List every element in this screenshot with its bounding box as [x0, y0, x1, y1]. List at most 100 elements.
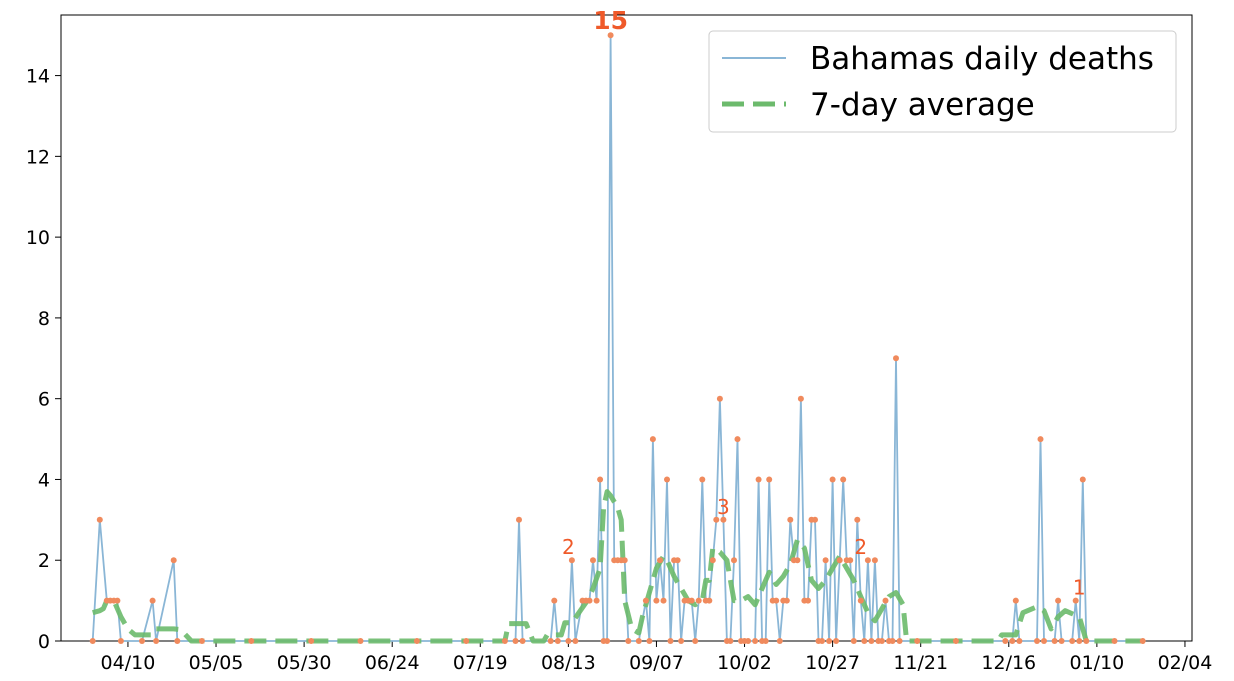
daily-deaths-point: [1055, 597, 1062, 604]
daily-deaths-point: [664, 476, 670, 483]
daily-deaths-point: [776, 638, 783, 644]
daily-deaths-point: [1076, 638, 1083, 644]
x-tick-label: 12/16: [981, 652, 1036, 674]
daily-deaths-point: [1139, 638, 1146, 644]
daily-deaths-point: [554, 638, 561, 644]
daily-deaths-point: [727, 638, 734, 644]
daily-deaths-point: [861, 638, 868, 644]
daily-deaths-point: [174, 638, 181, 644]
daily-deaths-point: [692, 638, 699, 644]
daily-deaths-point: [1041, 638, 1047, 644]
daily-deaths-point: [1016, 638, 1023, 644]
daily-deaths-point: [308, 638, 315, 644]
daily-deaths-point: [646, 638, 653, 644]
daily-deaths-point: [914, 638, 921, 644]
daily-deaths-point: [1012, 597, 1019, 604]
daily-deaths-point: [836, 557, 843, 564]
x-tick-label: 10/02: [717, 652, 772, 674]
daily-deaths-point: [572, 638, 579, 644]
daily-deaths-point: [597, 476, 604, 483]
legend-daily-label: Bahamas daily deaths: [810, 41, 1154, 77]
annotation-label: 1: [1073, 576, 1086, 600]
daily-deaths-point: [678, 638, 685, 644]
daily-deaths-point: [826, 638, 833, 644]
x-tick-label: 07/19: [453, 652, 508, 674]
daily-deaths-point: [716, 395, 723, 402]
annotation-label: 15: [593, 6, 628, 35]
daily-deaths-point: [773, 597, 780, 604]
daily-deaths-point: [149, 597, 156, 604]
daily-deaths-point: [139, 638, 145, 644]
daily-deaths-point: [667, 638, 674, 644]
daily-deaths-point: [96, 516, 103, 523]
legend-box: [708, 30, 1177, 133]
daily-deaths-point: [720, 516, 727, 523]
daily-deaths-point: [713, 516, 720, 523]
daily-deaths-point: [657, 557, 663, 564]
legend-average-label: 7-day average: [810, 87, 1035, 123]
daily-deaths-point: [706, 597, 713, 604]
x-tick-label: 09/07: [629, 652, 684, 674]
y-tick-label: 0: [38, 631, 50, 653]
daily-deaths-point: [766, 476, 773, 483]
axis-ticks: 04/10 05/05 05/30 06/24 07/19 08/13 09/07 10/02…: [26, 66, 1213, 674]
x-tick-label: 02/04: [1158, 652, 1213, 674]
daily-deaths-point: [357, 638, 364, 644]
daily-deaths-point: [794, 557, 801, 564]
daily-deaths-point: [829, 476, 836, 483]
daily-deaths-point: [653, 597, 660, 604]
daily-deaths-point: [649, 436, 656, 443]
daily-deaths-point: [1051, 638, 1058, 644]
daily-deaths-point: [755, 476, 762, 483]
daily-deaths-point: [1037, 436, 1044, 443]
daily-deaths-point: [695, 597, 702, 604]
daily-deaths-point: [568, 557, 575, 564]
annotation-label: 2: [854, 535, 867, 559]
daily-deaths-point: [170, 557, 177, 564]
x-tick-label: 04/10: [101, 652, 156, 674]
daily-deaths-point: [501, 638, 508, 644]
daily-deaths-point: [593, 597, 600, 604]
daily-deaths-point: [198, 638, 205, 644]
daily-deaths-point: [607, 32, 614, 39]
daily-deaths-point: [547, 638, 554, 644]
daily-deaths-point: [674, 557, 681, 564]
daily-deaths-point: [731, 557, 737, 564]
seven-day-average-line: [92, 489, 1143, 644]
y-tick-label: 10: [26, 227, 50, 249]
seven-day-average-series: [92, 489, 1143, 644]
daily-deaths-point: [822, 557, 829, 564]
daily-deaths-point: [833, 638, 840, 644]
daily-deaths-point: [1072, 597, 1079, 604]
daily-deaths-point: [635, 638, 642, 644]
daily-deaths-point: [413, 638, 420, 644]
daily-deaths-point: [752, 638, 759, 644]
x-tick-label: 10/27: [805, 652, 860, 674]
daily-deaths-point: [248, 638, 255, 644]
y-tick-label: 14: [26, 66, 50, 88]
daily-deaths-point: [783, 597, 790, 604]
daily-deaths-point: [1069, 638, 1076, 644]
daily-deaths-point: [586, 597, 593, 604]
daily-deaths-point: [882, 597, 889, 604]
x-tick-label: 11/21: [893, 652, 948, 674]
daily-deaths-point: [512, 638, 519, 644]
x-tick-label: 08/13: [541, 652, 596, 674]
daily-deaths-point: [463, 638, 470, 644]
daily-deaths-point: [89, 638, 96, 644]
daily-deaths-point: [551, 597, 558, 604]
daily-deaths-point: [797, 395, 804, 402]
daily-deaths-point: [805, 597, 811, 604]
y-tick-label: 6: [38, 389, 50, 411]
daily-deaths-point: [625, 638, 632, 644]
y-tick-label: 8: [38, 308, 50, 330]
daily-deaths-point: [840, 476, 847, 483]
daily-deaths-point: [114, 597, 121, 604]
y-tick-label: 4: [38, 469, 50, 491]
daily-deaths-point: [688, 597, 695, 604]
daily-deaths-point: [565, 638, 572, 644]
y-tick-label: 2: [38, 550, 50, 572]
daily-deaths-point: [1009, 638, 1016, 644]
daily-deaths-point: [117, 638, 124, 644]
